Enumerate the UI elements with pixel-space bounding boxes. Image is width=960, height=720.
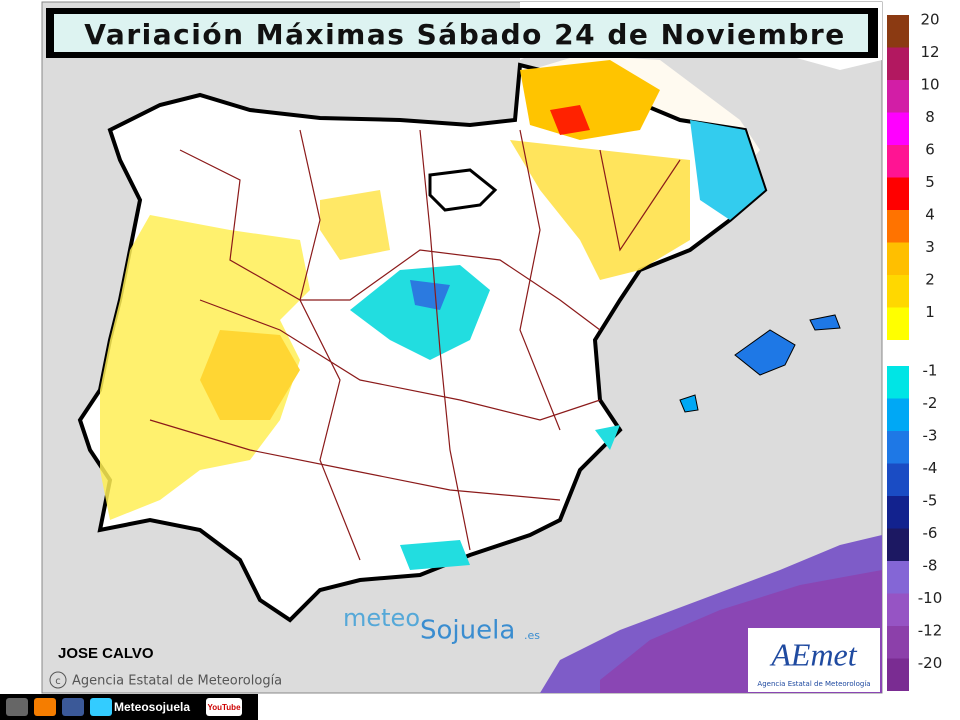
legend-swatch xyxy=(887,561,909,594)
logo: AEmet xyxy=(769,636,857,672)
legend-label: -1 xyxy=(923,361,938,379)
legend-swatch xyxy=(887,398,909,431)
author: JOSE CALVO xyxy=(58,645,154,662)
legend: 20 12 10 8 6 5 4 3 2 1 -1 -2 -3 -4 -5 -6 -8 -10 -12 -20 xyxy=(887,10,942,691)
legend-label: -2 xyxy=(923,394,938,412)
legend-label: -3 xyxy=(923,426,938,444)
legend-label: -6 xyxy=(923,524,938,542)
legend-label: 4 xyxy=(925,205,935,223)
legend-label: -4 xyxy=(923,459,938,477)
legend-label: 20 xyxy=(920,10,939,28)
footer-youtube[interactable]: YouTube xyxy=(207,703,241,712)
legend-swatch xyxy=(887,431,909,464)
legend-swatch xyxy=(887,275,909,308)
legend-swatch xyxy=(887,626,909,659)
watermark: Sojuela xyxy=(420,616,515,646)
legend-swatch xyxy=(887,463,909,496)
legend-swatch xyxy=(887,307,909,340)
legend-swatch xyxy=(887,242,909,275)
legend-swatch xyxy=(887,496,909,529)
copyright: Agencia Estatal de Meteorología xyxy=(72,674,282,689)
legend-label: -8 xyxy=(923,556,938,574)
legend-label: 6 xyxy=(925,140,935,158)
legend-label: -10 xyxy=(918,589,943,607)
legend-swatch xyxy=(887,112,909,145)
legend-swatch xyxy=(887,210,909,243)
legend-label: -5 xyxy=(923,491,938,509)
legend-label: 10 xyxy=(920,75,939,93)
logo-subtitle: Agencia Estatal de Meteorología xyxy=(757,680,870,688)
legend-swatch xyxy=(887,80,909,113)
svg-text:c: c xyxy=(55,676,61,687)
legend-label: -12 xyxy=(918,621,943,639)
legend-label: 12 xyxy=(920,43,939,61)
map-title: Variación Máximas Sábado 24 de Noviembre xyxy=(84,18,845,51)
legend-swatch xyxy=(887,177,909,210)
legend-label: 2 xyxy=(925,270,935,288)
legend-label: -20 xyxy=(918,654,943,672)
legend-swatch xyxy=(887,366,909,399)
legend-label: 5 xyxy=(925,173,935,191)
legend-swatch xyxy=(887,47,909,80)
watermark: .es xyxy=(524,629,540,642)
legend-label: 3 xyxy=(925,238,935,256)
legend-swatch xyxy=(887,145,909,178)
legend-swatch xyxy=(887,593,909,626)
legend-swatch xyxy=(887,658,909,691)
footer-handle: Meteosojuela xyxy=(114,700,190,714)
watermark: meteo xyxy=(343,604,420,632)
legend-label: 8 xyxy=(925,108,935,126)
legend-label: 1 xyxy=(925,303,935,321)
legend-swatch xyxy=(887,528,909,561)
legend-swatch xyxy=(887,15,909,48)
